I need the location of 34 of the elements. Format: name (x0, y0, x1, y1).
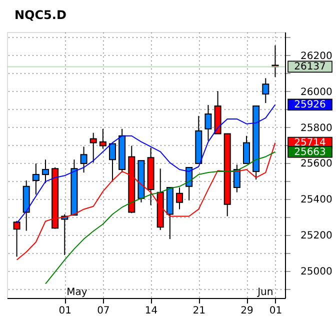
y-tick-label: 25600 (300, 158, 332, 170)
data-label: 25663 (294, 146, 326, 158)
candlestick (186, 167, 193, 201)
candlestick (204, 104, 212, 142)
y-tick-label: 25400 (300, 194, 332, 206)
annotation: Jun (256, 287, 274, 298)
data-label: 25714 (294, 138, 326, 149)
candlestick (42, 159, 49, 184)
candlestick (233, 164, 240, 193)
x-tick-label: 07 (97, 306, 110, 316)
x-tick-label: 01 (58, 306, 72, 316)
candlestick (32, 163, 40, 195)
x-tick-label: 21 (192, 306, 206, 316)
ref-line-label: 26137 (294, 62, 326, 73)
y-tick-label: 25200 (300, 230, 332, 242)
y-tick-label: 25800 (300, 122, 332, 134)
chart-title: NQC5.D (14, 8, 66, 22)
candlestick (80, 146, 88, 174)
x-tick-label: 14 (144, 306, 158, 316)
candlestick (176, 186, 183, 210)
y-tick-label: 26200 (300, 50, 332, 62)
annotation: May (66, 287, 88, 298)
line-series (45, 151, 276, 284)
data-label: 25926 (294, 100, 326, 111)
y-tick-label: 25000 (300, 266, 332, 278)
candlestick (99, 128, 106, 150)
y-tick-label: 26000 (300, 86, 332, 98)
x-tick-label: 01 (269, 306, 282, 316)
candlestick (243, 135, 250, 164)
candlestick (90, 132, 97, 164)
candlestick (109, 143, 116, 182)
candlestick (13, 220, 20, 258)
candlestick (262, 78, 270, 104)
x-tick-label: 29 (240, 306, 254, 316)
